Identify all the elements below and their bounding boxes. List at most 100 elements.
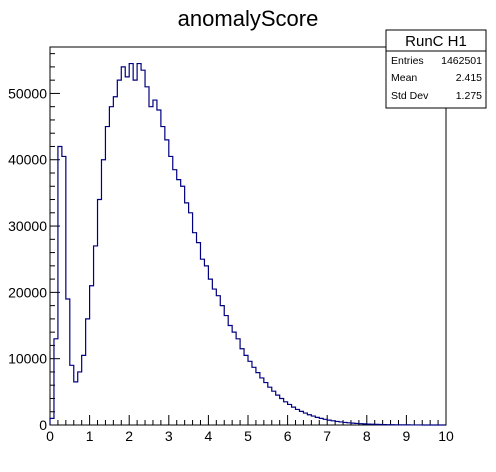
histogram-bin (197, 243, 201, 425)
y-tick-label: 10000 (8, 351, 47, 367)
stats-box-title: RunC H1 (405, 33, 467, 50)
histogram-bin (161, 127, 165, 425)
histogram-bin (129, 64, 133, 425)
x-tick-label: 4 (205, 428, 213, 444)
histogram-bin (327, 420, 331, 425)
histogram-bin (137, 64, 141, 425)
histogram-series (49, 62, 446, 426)
histogram-bin (193, 233, 197, 425)
histogram-bin (149, 107, 153, 425)
histogram-bin (335, 421, 339, 425)
histogram-bin (185, 203, 189, 425)
histogram-bin (347, 423, 351, 425)
histogram-bin (181, 186, 185, 425)
histogram-bin (54, 339, 58, 425)
histogram-bin (315, 417, 319, 425)
stats-stddev-value: 1.275 (456, 90, 482, 102)
histogram-bin (375, 424, 379, 425)
axes: 0 1 2 3 4 5 6 7 8 9 10 0 10000 20000 30000 40000 50000 (8, 53, 454, 444)
histogram-bin (208, 279, 212, 425)
x-tick-label: 9 (403, 428, 411, 444)
x-tick-label: 2 (125, 428, 133, 444)
x-tick-label: 0 (46, 428, 54, 444)
histogram-bin (74, 382, 78, 425)
histogram-bin (105, 127, 109, 425)
histogram-bin (109, 107, 113, 425)
histogram-bin (343, 422, 347, 425)
x-tick-label: 7 (323, 428, 331, 444)
histogram-bin (307, 415, 311, 425)
chart-title: anomalyScore (178, 6, 319, 31)
x-tick-label: 10 (438, 428, 454, 444)
x-tick-label: 8 (363, 428, 371, 444)
x-tick-label: 3 (165, 428, 173, 444)
histogram-bin (157, 110, 161, 425)
stats-box-frame (385, 29, 487, 109)
histogram-bin (62, 156, 66, 425)
histogram-bin (177, 180, 181, 425)
histogram-bin (204, 266, 208, 425)
histogram-bin (145, 87, 149, 425)
histogram-bin (264, 383, 268, 425)
histogram-bin (98, 200, 102, 425)
histogram-bin (236, 339, 240, 425)
stats-mean-value: 2.415 (456, 72, 482, 84)
histogram-bin (66, 299, 70, 425)
histogram-bin (232, 332, 236, 425)
stats-entries-value: 1462501 (441, 55, 482, 67)
histogram-bin (268, 387, 272, 425)
histogram-bin (256, 373, 260, 425)
x-tick-label: 6 (284, 428, 292, 444)
histogram-bin (288, 404, 292, 425)
histogram-bin (50, 418, 54, 425)
histogram-bin (153, 100, 157, 425)
histogram-bin (359, 424, 363, 425)
x-tick-label: 5 (244, 428, 252, 444)
histogram-bin (284, 402, 288, 425)
histogram-bin (260, 378, 264, 425)
y-tick-label: 20000 (8, 284, 47, 300)
histogram-bin (319, 418, 323, 425)
stats-stddev-label: Std Dev (391, 90, 429, 102)
histogram-outline (49, 62, 446, 426)
histogram-bin (323, 419, 327, 425)
histogram-bin (371, 424, 375, 425)
histogram-bin (216, 296, 220, 425)
x-tick-label: 1 (86, 428, 94, 444)
histogram-bin (351, 423, 355, 425)
histogram-bin (296, 409, 300, 425)
histogram-bin (133, 80, 137, 425)
histogram-bin (367, 424, 371, 425)
stats-entries-label: Entries (391, 55, 424, 67)
histogram-bin (90, 286, 94, 425)
stats-box: RunC H1 Entries 1462501 Mean 2.415 Std D… (385, 29, 487, 109)
histogram-bin (252, 367, 256, 425)
histogram-bin (339, 422, 343, 425)
histogram-bin (244, 355, 248, 425)
histogram-bin (70, 365, 74, 425)
histogram-bin (228, 326, 232, 425)
histogram-bin (331, 421, 335, 425)
y-tick-label: 40000 (8, 152, 47, 168)
histogram-bin (224, 316, 228, 425)
histogram-bin (101, 160, 105, 425)
histogram-bin (272, 391, 276, 425)
histogram-bin (299, 411, 303, 425)
histogram-bin (125, 77, 129, 425)
histogram-bin (212, 289, 216, 425)
histogram-bin (86, 319, 90, 425)
histogram-bin (82, 355, 86, 425)
histogram-bin (78, 372, 82, 425)
histogram-bin (121, 67, 125, 425)
histogram-bin (303, 413, 307, 425)
histogram-bin (189, 213, 193, 425)
histogram-bin (141, 70, 145, 425)
histogram-bin (355, 423, 359, 425)
y-tick-label: 50000 (8, 85, 47, 101)
histogram-bin (248, 361, 252, 425)
histogram-bin (169, 156, 173, 425)
histogram-bin (220, 306, 224, 425)
histogram-bin (363, 424, 367, 425)
histogram-bin (173, 170, 177, 425)
